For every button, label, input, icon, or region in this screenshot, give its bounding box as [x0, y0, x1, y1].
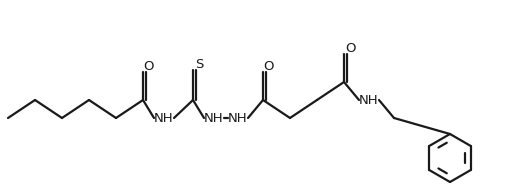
Text: NH: NH — [204, 112, 224, 124]
Text: S: S — [195, 59, 203, 71]
Text: NH: NH — [154, 112, 174, 124]
Text: O: O — [264, 60, 274, 74]
Text: O: O — [144, 60, 154, 74]
Text: O: O — [345, 42, 355, 55]
Text: NH: NH — [228, 112, 248, 124]
Text: NH: NH — [359, 94, 379, 107]
